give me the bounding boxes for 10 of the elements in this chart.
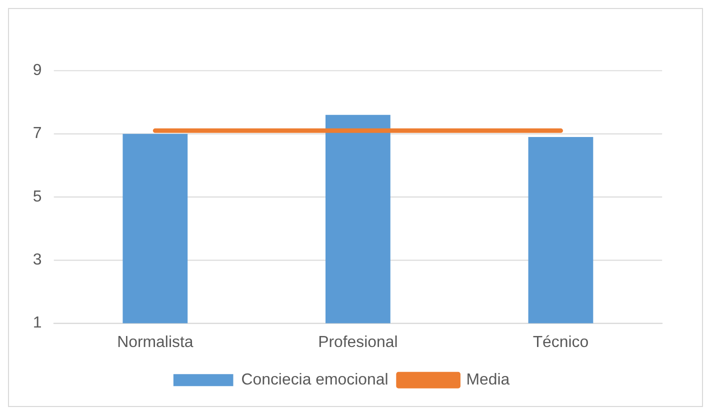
x-tick-label: Técnico — [532, 334, 589, 352]
y-tick-label: 3 — [32, 251, 42, 268]
x-tick-label: Profesional — [318, 334, 398, 352]
y-tick-label: 9 — [32, 62, 42, 80]
y-tick-label: 5 — [32, 188, 42, 206]
x-tick-label: Normalista — [117, 334, 194, 352]
y-tick-label: 1 — [32, 314, 42, 332]
legend-label: Media — [466, 372, 510, 389]
legend-label: Conciecia emocional — [241, 372, 388, 389]
y-tick-label: 7 — [32, 125, 42, 142]
